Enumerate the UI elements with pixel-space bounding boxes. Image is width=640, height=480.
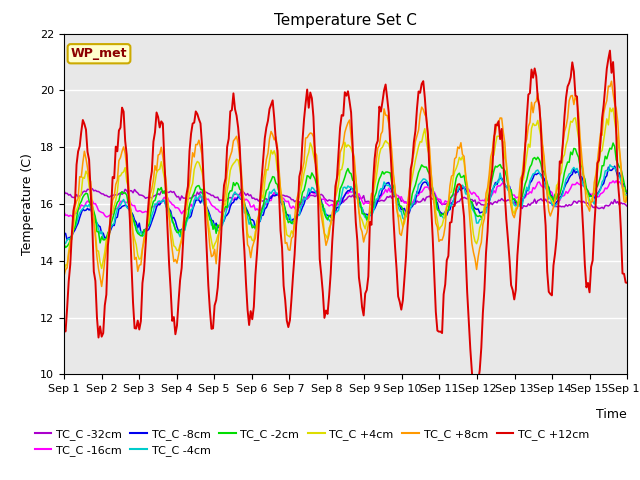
TC_C +12cm [606, 48, 614, 53]
TC_C +4cm [592, 179, 600, 185]
TC_C -16cm [593, 194, 601, 200]
TC_C -4cm [247, 219, 255, 225]
TC_C -2cm [258, 207, 266, 213]
TC_C +12cm [307, 90, 314, 96]
TC_C -16cm [70, 216, 77, 221]
TC_C -16cm [308, 189, 316, 194]
TC_C -16cm [248, 204, 256, 210]
Line: TC_C -4cm: TC_C -4cm [64, 165, 627, 244]
TC_C -8cm [60, 230, 68, 236]
TC_C -4cm [256, 218, 264, 224]
Line: TC_C -2cm: TC_C -2cm [64, 143, 627, 248]
TC_C +8cm [60, 273, 68, 279]
TC_C +8cm [308, 131, 316, 136]
Line: TC_C +4cm: TC_C +4cm [64, 108, 627, 272]
TC_C +12cm [60, 326, 68, 332]
TC_C +8cm [230, 138, 237, 144]
TC_C +8cm [623, 192, 631, 198]
Line: TC_C +8cm: TC_C +8cm [64, 81, 627, 287]
TC_C -32cm [230, 192, 237, 198]
TC_C +4cm [307, 140, 314, 146]
Y-axis label: Temperature (C): Temperature (C) [22, 153, 35, 255]
TC_C +4cm [129, 230, 137, 236]
TC_C +12cm [129, 300, 137, 305]
TC_C -2cm [308, 170, 316, 176]
TC_C -16cm [60, 209, 68, 215]
TC_C -2cm [230, 180, 237, 185]
TC_C -4cm [60, 241, 68, 247]
TC_C -8cm [623, 191, 631, 197]
Text: WP_met: WP_met [71, 47, 127, 60]
TC_C +4cm [228, 163, 236, 169]
TC_C -2cm [61, 245, 69, 251]
TC_C -32cm [87, 185, 95, 191]
Line: TC_C -16cm: TC_C -16cm [64, 181, 627, 218]
TC_C -8cm [131, 217, 138, 223]
TC_C -2cm [131, 220, 138, 226]
TC_C -32cm [595, 206, 603, 212]
TC_C +12cm [623, 280, 631, 286]
Line: TC_C -8cm: TC_C -8cm [64, 166, 627, 240]
TC_C +12cm [471, 418, 479, 423]
TC_C -4cm [623, 192, 631, 198]
TC_C -8cm [593, 191, 601, 196]
TC_C -16cm [612, 178, 620, 184]
TC_C -4cm [606, 162, 614, 168]
TC_C -16cm [623, 190, 631, 196]
Line: TC_C +12cm: TC_C +12cm [64, 50, 627, 420]
Text: Time: Time [596, 408, 627, 421]
TC_C +4cm [606, 105, 614, 111]
TC_C +4cm [256, 202, 264, 207]
TC_C -2cm [248, 225, 256, 231]
Line: TC_C -32cm: TC_C -32cm [64, 188, 627, 209]
TC_C +8cm [248, 245, 256, 251]
TC_C -32cm [258, 198, 266, 204]
TC_C -8cm [248, 217, 256, 223]
TC_C +4cm [60, 269, 68, 275]
TC_C +4cm [623, 198, 631, 204]
TC_C +4cm [247, 233, 255, 239]
TC_C +8cm [593, 158, 601, 164]
Title: Temperature Set C: Temperature Set C [274, 13, 417, 28]
TC_C -4cm [592, 194, 600, 200]
TC_C -8cm [63, 237, 71, 243]
TC_C -2cm [593, 183, 601, 189]
TC_C +12cm [256, 196, 264, 202]
TC_C +8cm [607, 78, 615, 84]
TC_C -16cm [131, 203, 138, 208]
TC_C -2cm [60, 241, 68, 247]
TC_C -32cm [248, 195, 256, 201]
TC_C +12cm [247, 308, 255, 314]
TC_C -2cm [623, 190, 631, 195]
TC_C -32cm [623, 204, 631, 209]
TC_C +12cm [593, 160, 601, 166]
Legend: TC_C -32cm, TC_C -16cm, TC_C -8cm, TC_C -4cm, TC_C -2cm, TC_C +4cm, TC_C +8cm, T: TC_C -32cm, TC_C -16cm, TC_C -8cm, TC_C … [30, 424, 593, 460]
TC_C -8cm [308, 189, 316, 195]
TC_C -4cm [129, 215, 137, 220]
TC_C -8cm [611, 163, 618, 169]
TC_C -4cm [307, 189, 314, 195]
TC_C +8cm [258, 190, 266, 196]
TC_C -8cm [230, 200, 237, 205]
TC_C -32cm [131, 187, 138, 192]
TC_C -8cm [258, 213, 266, 218]
TC_C -32cm [308, 192, 316, 198]
TC_C -32cm [60, 188, 68, 194]
TC_C -16cm [258, 205, 266, 211]
TC_C +8cm [98, 284, 106, 289]
TC_C +12cm [228, 107, 236, 113]
TC_C -32cm [593, 205, 601, 211]
TC_C -4cm [228, 196, 236, 202]
TC_C -16cm [230, 197, 237, 203]
TC_C -2cm [609, 140, 617, 146]
TC_C +8cm [131, 256, 138, 262]
